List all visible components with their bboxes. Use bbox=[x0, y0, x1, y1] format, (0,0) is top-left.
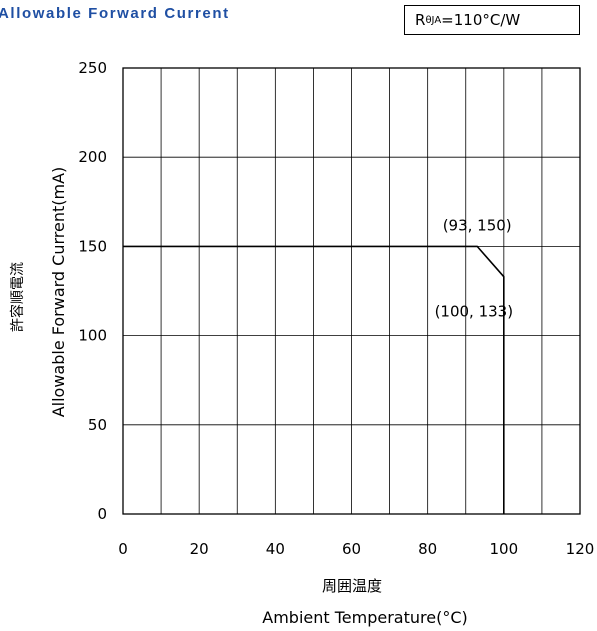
plot-frame bbox=[122, 67, 581, 515]
y-tick-label: 250 bbox=[78, 59, 107, 77]
x-tick-labels: 0 20 40 60 80 100 120 bbox=[118, 540, 594, 558]
x-tick-label: 80 bbox=[418, 540, 437, 558]
plot-border bbox=[122, 67, 581, 515]
x-tick-label: 20 bbox=[190, 540, 209, 558]
chart-title: Allowable Forward Current bbox=[0, 5, 230, 22]
series-layer bbox=[123, 245, 505, 514]
x-tick-label: 60 bbox=[342, 540, 361, 558]
derating-curve bbox=[123, 245, 505, 514]
x-axis-label-jp: 周囲温度 bbox=[322, 577, 382, 595]
thermal-resistance-value: =110°C/W bbox=[441, 11, 521, 29]
grid bbox=[122, 67, 581, 515]
thermal-resistance-symbol: R bbox=[415, 11, 426, 29]
y-tick-labels: 0 50 100 150 200 250 bbox=[78, 59, 107, 523]
y-tick-label: 50 bbox=[88, 416, 107, 434]
thermal-resistance-subscript: θJA bbox=[425, 14, 442, 26]
y-tick-label: 0 bbox=[97, 505, 107, 523]
x-tick-label: 120 bbox=[566, 540, 595, 558]
point-annotation: (93, 150) bbox=[443, 216, 512, 234]
x-tick-label: 40 bbox=[266, 540, 285, 558]
y-tick-label: 200 bbox=[78, 148, 107, 166]
x-tick-label: 0 bbox=[118, 540, 128, 558]
y-axis-label-jp: 許容順電流 bbox=[9, 262, 26, 332]
y-tick-label: 150 bbox=[78, 237, 107, 255]
annotations: (93, 150) (100, 133) bbox=[435, 216, 514, 320]
y-tick-label: 100 bbox=[78, 327, 107, 345]
y-axis-label: Allowable Forward Current(mA) bbox=[49, 167, 68, 418]
x-tick-label: 100 bbox=[490, 540, 519, 558]
point-annotation: (100, 133) bbox=[435, 303, 514, 321]
x-axis-label: Ambient Temperature(°C) bbox=[262, 608, 467, 627]
